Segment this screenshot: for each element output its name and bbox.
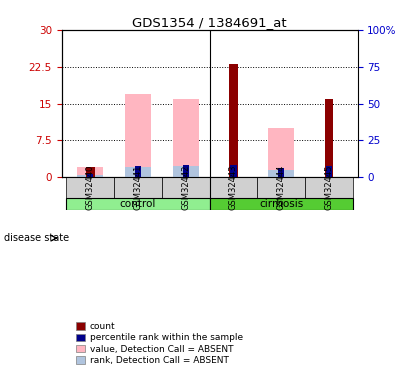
Bar xyxy=(210,198,353,210)
Text: control: control xyxy=(120,199,156,209)
Bar xyxy=(77,175,104,177)
Text: GSM32442: GSM32442 xyxy=(181,165,190,210)
Bar xyxy=(325,99,333,177)
Bar xyxy=(114,177,162,198)
Text: disease state: disease state xyxy=(4,233,69,243)
Bar xyxy=(326,166,332,177)
Bar xyxy=(229,64,238,177)
Bar xyxy=(210,177,257,198)
Bar xyxy=(86,168,95,177)
Legend: count, percentile rank within the sample, value, Detection Call = ABSENT, rank, : count, percentile rank within the sample… xyxy=(74,320,245,367)
Bar xyxy=(67,198,210,210)
Bar xyxy=(125,94,151,177)
Text: GSM32444: GSM32444 xyxy=(277,165,286,210)
Bar xyxy=(173,166,199,177)
Text: GSM32445: GSM32445 xyxy=(324,165,333,210)
Text: cirrhosis: cirrhosis xyxy=(259,199,303,209)
Text: GSM32441: GSM32441 xyxy=(134,165,143,210)
Bar xyxy=(77,168,104,177)
Bar xyxy=(125,168,151,177)
Title: GDS1354 / 1384691_at: GDS1354 / 1384691_at xyxy=(132,16,287,29)
Bar xyxy=(268,170,294,177)
Bar xyxy=(268,128,294,177)
Text: GSM32440: GSM32440 xyxy=(86,165,95,210)
Bar xyxy=(182,165,189,177)
Bar xyxy=(162,177,210,198)
Bar xyxy=(231,165,237,177)
Bar xyxy=(135,166,141,177)
Bar xyxy=(67,177,114,198)
Bar xyxy=(173,99,199,177)
Bar xyxy=(87,174,93,177)
Text: GSM32443: GSM32443 xyxy=(229,165,238,210)
Bar xyxy=(257,177,305,198)
Bar xyxy=(305,177,353,198)
Bar xyxy=(278,168,284,177)
